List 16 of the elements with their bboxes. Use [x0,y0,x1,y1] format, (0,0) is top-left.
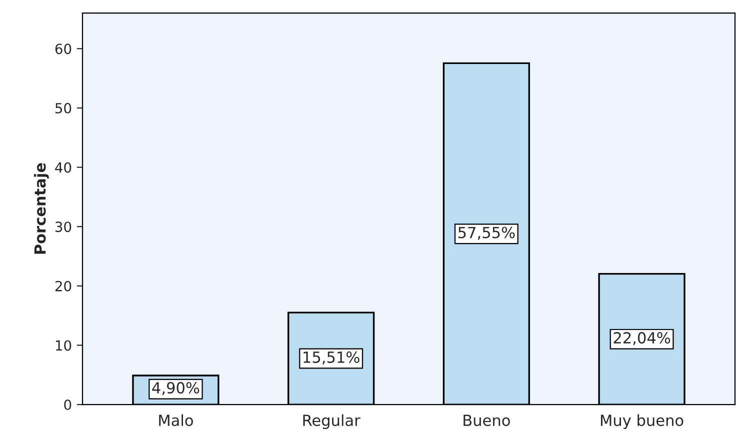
y-tick-label: 30 [55,222,72,232]
x-tick-label: Bueno [464,414,510,426]
data-label: 57,55% [458,226,515,240]
x-tick-label: Malo [159,414,193,426]
x-tick-label: Regular [303,414,360,430]
y-tick-label: 60 [55,44,72,54]
y-tick-label: 40 [55,162,72,173]
y-tick-label: 50 [55,102,72,114]
y-tick-label: 10 [56,340,72,351]
data-label: 4,90% [152,382,200,396]
y-tick-label: 20 [55,280,72,292]
data-label: 15,51% [304,351,360,365]
y-axis-title: Porcentaje [34,163,49,254]
x-tick-label: Muy bueno [601,414,684,430]
y-tick-label: 0 [64,400,72,410]
data-label: 22,04% [614,332,670,346]
